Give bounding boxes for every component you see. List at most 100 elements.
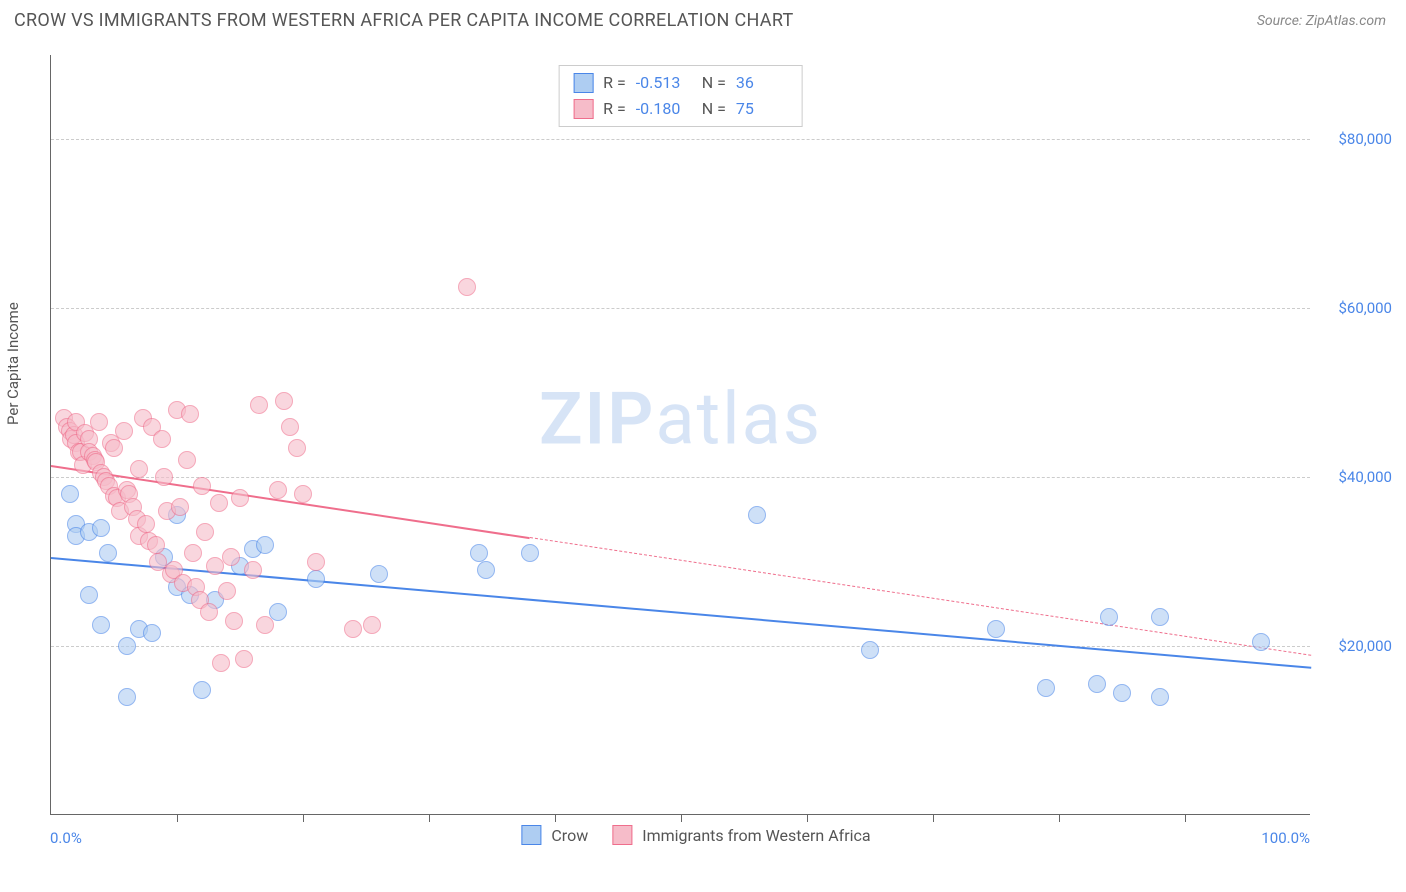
stat-n-value: 75 (736, 96, 788, 122)
x-axis-min-label: 0.0% (50, 829, 82, 847)
x-axis-max-label: 100.0% (1261, 829, 1310, 847)
chart-container: Per Capita Income ZIPatlas $20,000$40,00… (14, 45, 1392, 865)
y-tick-label: $80,000 (1316, 130, 1392, 148)
legend-swatch (612, 825, 632, 845)
stat-r-label: R = (603, 70, 626, 96)
data-point (92, 519, 110, 537)
x-tick (177, 814, 178, 822)
stats-row: R = -0.513 N = 36 (573, 70, 788, 96)
data-point (861, 641, 879, 659)
data-point (244, 561, 262, 579)
stat-n-value: 36 (736, 70, 788, 96)
data-point (196, 523, 214, 541)
data-point (171, 498, 189, 516)
data-point (212, 654, 230, 672)
stat-n-label: N = (698, 70, 726, 96)
data-point (363, 616, 381, 634)
data-point (155, 468, 173, 486)
data-point (61, 485, 79, 503)
legend-swatch (573, 99, 593, 119)
y-tick-label: $20,000 (1316, 637, 1392, 655)
plot-area: ZIPatlas $20,000$40,000$60,000$80,000R =… (50, 55, 1310, 815)
stat-n-label: N = (698, 96, 726, 122)
x-tick (555, 814, 556, 822)
data-point (222, 548, 240, 566)
data-point (193, 681, 211, 699)
legend-label: Crow (551, 826, 588, 845)
legend: Crow Immigrants from Western Africa (521, 825, 884, 845)
gridline (51, 646, 1310, 647)
data-point (275, 392, 293, 410)
data-point (143, 624, 161, 642)
data-point (521, 544, 539, 562)
data-point (288, 439, 306, 457)
data-point (92, 616, 110, 634)
data-point (235, 650, 253, 668)
y-tick-label: $40,000 (1316, 468, 1392, 486)
x-tick (1185, 814, 1186, 822)
data-point (137, 515, 155, 533)
data-point (90, 413, 108, 431)
data-point (256, 536, 274, 554)
stat-r-value: -0.180 (636, 96, 688, 122)
data-point (477, 561, 495, 579)
data-point (225, 612, 243, 630)
stats-row: R = -0.180 N = 75 (573, 96, 788, 122)
data-point (1252, 633, 1270, 651)
data-point (153, 430, 171, 448)
data-point (307, 570, 325, 588)
data-point (748, 506, 766, 524)
gridline (51, 308, 1310, 309)
data-point (115, 422, 133, 440)
data-point (370, 565, 388, 583)
data-point (250, 396, 268, 414)
data-point (344, 620, 362, 638)
data-point (458, 278, 476, 296)
data-point (210, 494, 228, 512)
data-point (256, 616, 274, 634)
data-point (294, 485, 312, 503)
data-point (470, 544, 488, 562)
data-point (307, 553, 325, 571)
data-point (105, 439, 123, 457)
stat-r-label: R = (603, 96, 626, 122)
source-credit: Source: ZipAtlas.com (1257, 13, 1386, 29)
data-point (178, 451, 196, 469)
data-point (1151, 688, 1169, 706)
data-point (99, 544, 117, 562)
data-point (218, 582, 236, 600)
data-point (1113, 684, 1131, 702)
data-point (184, 544, 202, 562)
gridline (51, 139, 1310, 140)
y-axis-label: Per Capita Income (4, 302, 22, 425)
data-point (1037, 679, 1055, 697)
x-tick (303, 814, 304, 822)
data-point (1100, 608, 1118, 626)
data-point (987, 620, 1005, 638)
gridline (51, 477, 1310, 478)
x-tick (807, 814, 808, 822)
data-point (200, 603, 218, 621)
data-point (130, 460, 148, 478)
trend-line (530, 537, 1311, 656)
data-point (269, 481, 287, 499)
data-point (80, 586, 98, 604)
data-point (206, 557, 224, 575)
legend-swatch (573, 73, 593, 93)
legend-label: Immigrants from Western Africa (642, 826, 870, 845)
data-point (118, 688, 136, 706)
legend-swatch (521, 825, 541, 845)
x-tick (681, 814, 682, 822)
stat-r-value: -0.513 (636, 70, 688, 96)
stats-box: R = -0.513 N = 36 R = -0.180 N = 75 (558, 65, 803, 127)
y-tick-label: $60,000 (1316, 299, 1392, 317)
watermark: ZIPatlas (539, 377, 822, 462)
data-point (147, 536, 165, 554)
data-point (231, 489, 249, 507)
x-tick (1059, 814, 1060, 822)
x-tick (933, 814, 934, 822)
data-point (1151, 608, 1169, 626)
x-tick (429, 814, 430, 822)
data-point (1088, 675, 1106, 693)
page-title: CROW VS IMMIGRANTS FROM WESTERN AFRICA P… (14, 10, 794, 31)
